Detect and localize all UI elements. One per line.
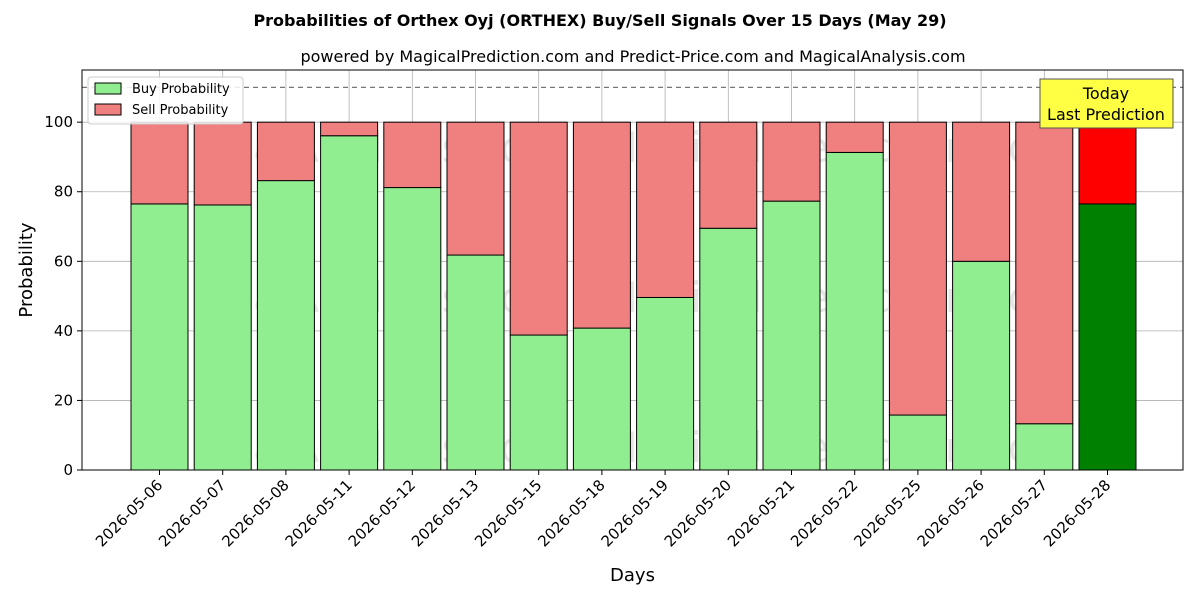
y-tick-label: 40 <box>54 322 73 340</box>
chart-subtitle: powered by MagicalPrediction.com and Pre… <box>300 47 965 66</box>
y-tick-label: 100 <box>44 113 73 131</box>
x-tick-label: 2026-05-15 <box>471 476 545 550</box>
sell-bar <box>446 121 505 256</box>
sell-bar <box>320 121 379 137</box>
x-tick-label: 2026-05-12 <box>345 476 419 550</box>
sell-bar <box>130 121 189 205</box>
sell-bar <box>952 121 1011 262</box>
x-tick-label: 2026-05-28 <box>1040 476 1114 550</box>
sell-bar <box>1015 121 1074 425</box>
buy-bar <box>636 296 695 471</box>
buy-bar <box>256 180 315 471</box>
buy-bar <box>130 203 189 471</box>
legend-buy-label: Buy Probability <box>132 82 230 97</box>
x-tick-label: 2026-05-21 <box>724 476 798 550</box>
x-tick-label: 2026-05-06 <box>92 476 166 550</box>
buy-bar <box>320 135 379 471</box>
buy-bar <box>1015 423 1074 471</box>
sell-bar <box>193 121 252 206</box>
buy-bar <box>446 254 505 471</box>
buy-bar <box>952 260 1011 471</box>
sell-bar <box>572 121 631 329</box>
x-tick-label: 2026-05-19 <box>598 476 672 550</box>
sell-bar <box>636 121 695 298</box>
buy-bar <box>509 334 568 471</box>
buy-bar <box>193 204 252 471</box>
sell-bar <box>888 121 947 416</box>
sell-bar <box>699 121 758 229</box>
sell-bar <box>1078 121 1137 205</box>
legend-sell-label: Sell Probability <box>132 103 229 118</box>
today-annotation-box <box>1039 78 1174 129</box>
last-prediction-label: Last Prediction <box>1047 105 1165 124</box>
x-tick-label: 2026-05-07 <box>155 476 229 550</box>
buy-bar <box>1078 203 1137 471</box>
x-tick-label: 2026-05-18 <box>534 476 608 550</box>
sell-bar <box>825 121 884 153</box>
sell-bar <box>383 121 442 189</box>
buy-bar <box>825 151 884 471</box>
x-tick-label: 2026-05-25 <box>850 476 924 550</box>
y-tick-label: 60 <box>54 252 73 270</box>
x-axis: 2026-05-062026-05-072026-05-082026-05-11… <box>92 470 1114 550</box>
bars <box>130 121 1137 471</box>
sell-bar <box>256 121 315 182</box>
buy-bar <box>888 414 947 471</box>
y-axis-label: Probability <box>16 222 37 317</box>
legend-sell-swatch <box>94 103 122 116</box>
today-label: Today <box>1082 84 1129 103</box>
x-tick-label: 2026-05-27 <box>977 476 1051 550</box>
buy-bar <box>572 327 631 471</box>
y-tick-label: 80 <box>54 183 73 201</box>
x-axis-label: Days <box>610 565 655 586</box>
legend: Buy Probability Sell Probability <box>87 76 244 125</box>
x-tick-label: 2026-05-08 <box>218 476 292 550</box>
buy-bar <box>699 227 758 471</box>
today-annotation: Today Last Prediction <box>1039 78 1174 129</box>
x-tick-label: 2026-05-26 <box>914 476 988 550</box>
buy-bar <box>762 200 821 471</box>
y-axis: 0 20 40 60 80 100 <box>44 113 82 479</box>
legend-frame <box>87 76 244 125</box>
buy-bar <box>383 187 442 471</box>
x-tick-label: 2026-05-11 <box>282 476 356 550</box>
legend-buy-swatch <box>94 82 122 95</box>
x-tick-label: 2026-05-22 <box>787 476 861 550</box>
sell-bar <box>509 121 568 336</box>
y-tick-label: 20 <box>54 391 73 409</box>
sell-bar <box>762 121 821 202</box>
y-tick-label: 0 <box>63 461 73 479</box>
x-tick-label: 2026-05-20 <box>661 476 735 550</box>
x-tick-label: 2026-05-13 <box>408 476 482 550</box>
chart-title: Probabilities of Orthex Oyj (ORTHEX) Buy… <box>253 11 946 30</box>
plot-frame <box>81 69 1184 471</box>
